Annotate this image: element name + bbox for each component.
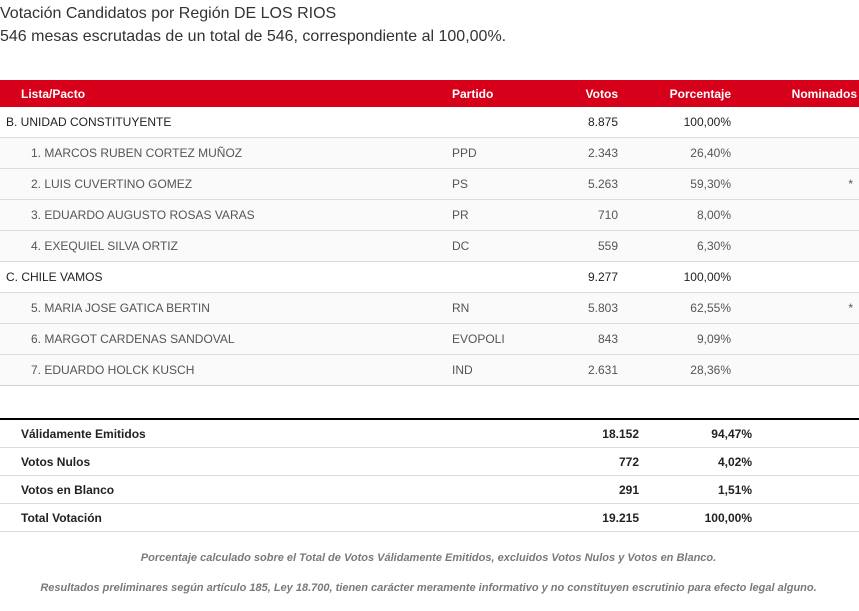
nominated-cell <box>731 107 859 138</box>
party-cell: RN <box>452 292 552 324</box>
candidate-row: 2. LUIS CUVERTINO GOMEZ PS 5.263 59,30% * <box>0 168 859 200</box>
totals-empty <box>473 475 573 504</box>
totals-percentage: 4,02% <box>639 447 752 476</box>
totals-votes: 18.152 <box>573 419 639 448</box>
pacto-name: B. UNIDAD CONSTITUYENTE <box>0 107 452 138</box>
note-legal: Resultados preliminares según artículo 1… <box>40 582 817 594</box>
nominated-cell <box>731 230 859 262</box>
party-cell: PS <box>452 168 552 200</box>
col-nominados: Nominados <box>731 80 859 107</box>
percentage-cell: 6,30% <box>618 230 731 262</box>
party-cell: DC <box>452 230 552 262</box>
candidate-name: 1. MARCOS RUBEN CORTEZ MUÑOZ <box>0 137 452 169</box>
nominated-cell <box>731 261 859 293</box>
totals-label: Válidamente Emitidos <box>0 419 473 448</box>
results-table: Lista/Pacto Partido Votos Porcentaje Nom… <box>0 80 859 386</box>
totals-empty <box>752 447 859 476</box>
totals-empty <box>752 475 859 504</box>
totals-table: Válidamente Emitidos 18.152 94,47% Votos Nu… <box>0 418 859 532</box>
party-cell <box>452 107 552 138</box>
votes-cell: 9.277 <box>552 261 618 293</box>
candidate-name: 5. MARIA JOSE GATICA BERTIN <box>0 292 452 324</box>
votes-cell: 559 <box>552 230 618 262</box>
party-cell: PR <box>452 199 552 231</box>
nominated-cell <box>731 354 859 386</box>
percentage-cell: 26,40% <box>618 137 731 169</box>
totals-empty <box>752 503 859 532</box>
page-subtitle: 546 mesas escrutadas de un total de 546,… <box>0 28 507 45</box>
page-header: Votación Candidatos por Región DE LOS RI… <box>0 4 506 47</box>
col-partido: Partido <box>452 80 552 107</box>
votes-cell: 8.875 <box>552 107 618 138</box>
candidate-row: 3. EDUARDO AUGUSTO ROSAS VARAS PR 710 8,00% <box>0 199 859 231</box>
pacto-row: B. UNIDAD CONSTITUYENTE 8.875 100,00% <box>0 107 859 138</box>
pacto-name: C. CHILE VAMOS <box>0 261 452 293</box>
totals-votes: 772 <box>573 447 639 476</box>
candidate-row: 7. EDUARDO HOLCK KUSCH IND 2.631 28,36% <box>0 354 859 386</box>
note-percentage: Porcentaje calculado sobre el Total de V… <box>140 552 717 564</box>
candidate-row: 4. EXEQUIEL SILVA ORTIZ DC 559 6,30% <box>0 230 859 262</box>
totals-row: Votos en Blanco 291 1,51% <box>0 475 859 504</box>
party-cell: PPD <box>452 137 552 169</box>
totals-label: Total Votación <box>0 503 473 532</box>
votes-cell: 5.803 <box>552 292 618 324</box>
nominated-cell <box>731 137 859 169</box>
col-votos: Votos <box>552 80 618 107</box>
page-title: Votación Candidatos por Región DE LOS RI… <box>0 5 337 22</box>
candidate-name: 4. EXEQUIEL SILVA ORTIZ <box>0 230 452 262</box>
percentage-cell: 100,00% <box>618 107 731 138</box>
percentage-cell: 9,09% <box>618 323 731 355</box>
percentage-cell: 28,36% <box>618 354 731 386</box>
percentage-cell: 59,30% <box>618 168 731 200</box>
percentage-cell: 62,55% <box>618 292 731 324</box>
candidate-name: 3. EDUARDO AUGUSTO ROSAS VARAS <box>0 199 452 231</box>
totals-empty <box>752 419 859 448</box>
votes-cell: 2.343 <box>552 137 618 169</box>
col-lista-pacto: Lista/Pacto <box>0 80 452 107</box>
candidate-name: 7. EDUARDO HOLCK KUSCH <box>0 354 452 386</box>
candidate-name: 2. LUIS CUVERTINO GOMEZ <box>0 168 452 200</box>
totals-row: Votos Nulos 772 4,02% <box>0 447 859 476</box>
totals-label: Votos Nulos <box>0 447 473 476</box>
totals-percentage: 100,00% <box>639 503 752 532</box>
votes-cell: 710 <box>552 199 618 231</box>
nominated-cell: * <box>731 292 859 324</box>
votes-cell: 5.263 <box>552 168 618 200</box>
candidate-row: 5. MARIA JOSE GATICA BERTIN RN 5.803 62,55%… <box>0 292 859 324</box>
results-header-row: Lista/Pacto Partido Votos Porcentaje Nom… <box>0 80 859 107</box>
pacto-row: C. CHILE VAMOS 9.277 100,00% <box>0 261 859 293</box>
party-cell: IND <box>452 354 552 386</box>
party-cell: EVOPOLI <box>452 323 552 355</box>
votes-cell: 2.631 <box>552 354 618 386</box>
nominated-cell: * <box>731 168 859 200</box>
nominated-cell <box>731 323 859 355</box>
nominated-cell <box>731 199 859 231</box>
totals-empty <box>473 503 573 532</box>
totals-row: Válidamente Emitidos 18.152 94,47% <box>0 419 859 448</box>
totals-votes: 291 <box>573 475 639 504</box>
votes-cell: 843 <box>552 323 618 355</box>
party-cell <box>452 261 552 293</box>
totals-empty <box>473 419 573 448</box>
totals-percentage: 94,47% <box>639 419 752 448</box>
totals-label: Votos en Blanco <box>0 475 473 504</box>
totals-percentage: 1,51% <box>639 475 752 504</box>
totals-votes: 19.215 <box>573 503 639 532</box>
percentage-cell: 8,00% <box>618 199 731 231</box>
candidate-name: 6. MARGOT CARDENAS SANDOVAL <box>0 323 452 355</box>
candidate-row: 6. MARGOT CARDENAS SANDOVAL EVOPOLI 843 9,0… <box>0 323 859 355</box>
percentage-cell: 100,00% <box>618 261 731 293</box>
col-porcentaje: Porcentaje <box>618 80 731 107</box>
candidate-row: 1. MARCOS RUBEN CORTEZ MUÑOZ PPD 2.343 26,4… <box>0 137 859 169</box>
totals-row: Total Votación 19.215 100,00% <box>0 503 859 532</box>
totals-empty <box>473 447 573 476</box>
